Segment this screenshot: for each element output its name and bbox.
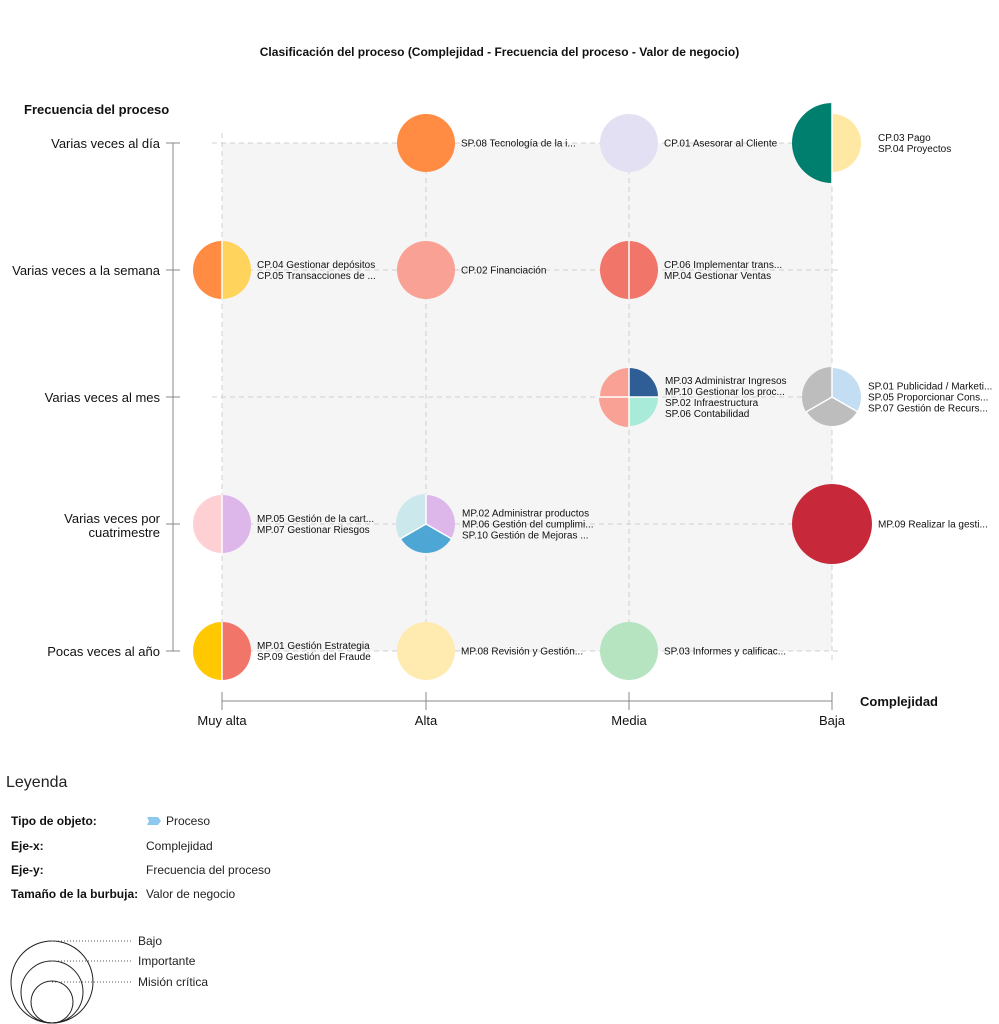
y-tick-label: Varias veces por <box>64 511 161 526</box>
y-tick-label: cuatrimestre <box>88 525 160 540</box>
bubble-slice <box>397 622 455 680</box>
bubble-label: MP.09 Realizar la gesti... <box>878 520 988 531</box>
bubble-slice <box>629 368 658 397</box>
bubble-label: SP.07 Gestión de Recurs... <box>868 404 988 415</box>
bubble-label: MP.03 Administrar Ingresos <box>665 376 787 387</box>
bubble-slice <box>400 524 452 553</box>
bubble-label: SP.05 Proporcionar Cons... <box>868 393 988 404</box>
legend-key: Tamaño de la burbuja: <box>11 887 139 901</box>
bubble-slice <box>806 397 858 426</box>
bubble-slice-divider <box>425 523 453 540</box>
chart-title: Clasificación del proceso (Complejidad -… <box>260 45 739 59</box>
bubble-slice <box>629 241 658 299</box>
bubble-label: CP.02 Financiación <box>461 266 546 277</box>
bubble-label: MP.08 Revisión y Gestión... <box>461 647 583 658</box>
bubble-label: MP.04 Gestionar Ventas <box>664 271 771 282</box>
x-axis-title: Complejidad <box>860 694 938 709</box>
bubble-slice <box>397 241 455 299</box>
bubble-slice <box>193 241 222 299</box>
legend-key: Eje-x: <box>11 839 44 853</box>
bubble-slice-divider <box>805 396 833 413</box>
legend-value: Complejidad <box>146 839 213 853</box>
legend-key: Tipo de objeto: <box>11 814 97 828</box>
bubble-slice <box>832 114 861 172</box>
y-tick-label: Varias veces al mes <box>45 390 161 405</box>
x-tick-label: Baja <box>819 713 846 728</box>
size-legend-label-mision-critica: Misión crítica <box>138 975 209 989</box>
bubble-label: CP.03 Pago <box>878 133 931 144</box>
bubble-slice <box>600 114 658 172</box>
bubble-slice-divider <box>831 396 859 413</box>
bubble-label: CP.06 Implementar trans... <box>664 260 782 271</box>
y-tick-label: Pocas veces al año <box>47 644 160 659</box>
bubble-slice <box>600 622 658 680</box>
bubble-slice-divider <box>399 523 427 540</box>
size-legend-label-bajo: Bajo <box>138 934 163 948</box>
bubble-label: SP.01 Publicidad / Marketi... <box>868 382 992 393</box>
bubble-slice <box>600 368 629 397</box>
bubble-label: SP.03 Informes y calificac... <box>664 647 786 658</box>
legend-value: Frecuencia del proceso <box>146 863 271 877</box>
bubble-slice <box>792 103 832 183</box>
bubble-label: CP.01 Asesorar al Cliente <box>664 139 778 150</box>
legend-value: Proceso <box>146 814 210 828</box>
legend-value: Valor de negocio <box>146 887 236 901</box>
bubble-slice <box>792 484 872 564</box>
bubble-slice <box>629 397 658 426</box>
bubble-slice <box>222 495 251 553</box>
legend-heading: Leyenda <box>6 774 68 791</box>
y-tick-label: Varias veces a la semana <box>12 263 161 278</box>
bubble-slice <box>600 241 629 299</box>
size-legend-graphic <box>10 940 132 1024</box>
bubble-label: CP.04 Gestionar depósitos <box>257 260 375 271</box>
size-legend-circle-mision <box>30 980 74 1024</box>
y-tick-label: Varias veces al día <box>51 136 161 151</box>
bubble-label: MP.06 Gestión del cumplimi... <box>462 520 594 531</box>
bubble-slice <box>222 241 251 299</box>
process-shape-icon <box>147 817 161 825</box>
bubble-slice <box>193 622 222 680</box>
bubble-label: MP.02 Administrar productos <box>462 509 589 520</box>
bubble-label: CP.05 Transacciones de ... <box>257 271 376 282</box>
bubble-slice <box>397 114 455 172</box>
bubble-label: SP.02 Infraestructura <box>665 398 759 409</box>
bubble-label: MP.01 Gestión Estrategia <box>257 641 370 652</box>
bubble-label: SP.06 Contabilidad <box>665 409 749 420</box>
bubble-chart: Clasificación del proceso (Complejidad -… <box>12 45 992 728</box>
y-axis-title: Frecuencia del proceso <box>24 102 169 117</box>
bubble-label: SP.04 Proyectos <box>878 144 951 155</box>
legend-key: Eje-y: <box>11 863 44 877</box>
bubble-label: MP.10 Gestionar los proc... <box>665 387 785 398</box>
bubble-label: SP.09 Gestión del Fraude <box>257 652 371 663</box>
bubble-label: MP.07 Gestionar Riesgos <box>257 525 370 536</box>
size-legend-circle-importante <box>20 960 84 1024</box>
x-tick-label: Media <box>611 713 647 728</box>
bubble-slice <box>599 397 629 427</box>
legend-object-type-value: Proceso <box>166 814 211 828</box>
bubble-label: MP.05 Gestión de la cart... <box>257 514 374 525</box>
bubble-slice <box>222 622 251 680</box>
bubble-label: SP.10 Gestión de Mejoras ... <box>462 531 589 542</box>
size-legend-label-importante: Importante <box>138 954 196 968</box>
bubble-slice <box>193 495 222 553</box>
x-tick-label: Muy alta <box>197 713 247 728</box>
x-tick-label: Alta <box>415 713 438 728</box>
bubble-label: SP.08 Tecnología de la i... <box>461 139 576 150</box>
